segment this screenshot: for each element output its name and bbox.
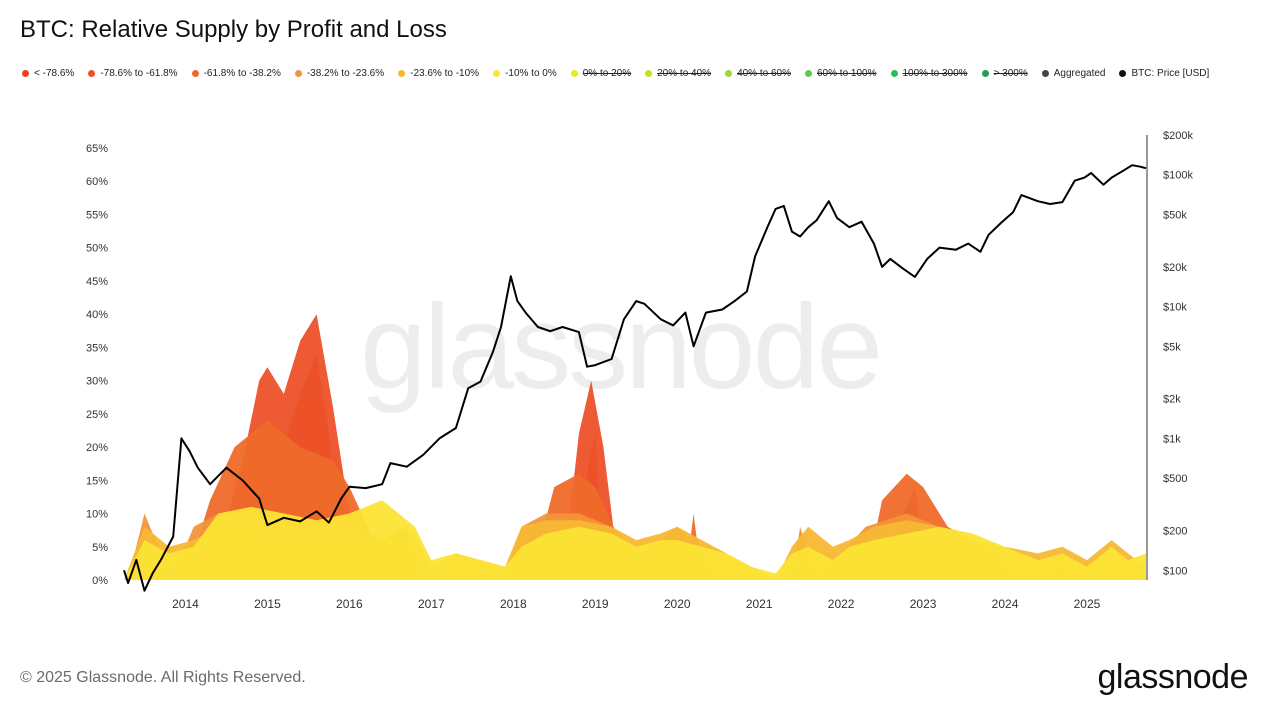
legend-dot-icon (294, 70, 302, 77)
legend-item[interactable]: 0% to 20% (570, 68, 632, 79)
legend-item[interactable]: -23.6% to -10% (398, 68, 479, 79)
brand-logo: glassnode (1097, 658, 1248, 696)
legend-label: -78.6% to -61.8% (100, 68, 178, 79)
legend-item[interactable]: 40% to 60% (725, 68, 791, 79)
legend-dot-icon (725, 70, 733, 77)
legend-label: -23.6% to -10% (410, 68, 480, 79)
legend-label: Aggregated (1053, 68, 1106, 79)
legend-dot-icon (805, 70, 812, 77)
y-left-tick-label: 15% (86, 475, 108, 487)
legend-item[interactable]: > 300% (981, 68, 1028, 79)
y-left-tick-label: 35% (86, 342, 108, 354)
y-right-tick-label: $1k (1163, 433, 1181, 445)
legend-dot-icon (645, 70, 653, 77)
x-tick-label: 2022 (828, 597, 855, 611)
legend-label: > 300% (993, 68, 1028, 79)
x-tick-label: 2023 (910, 597, 937, 611)
chart-title: BTC: Relative Supply by Profit and Loss (20, 16, 447, 43)
legend-item[interactable]: 60% to 100% (805, 68, 877, 79)
legend-dot-icon (191, 70, 199, 77)
legend-label: 60% to 100% (817, 68, 877, 79)
y-left-tick-label: 65% (86, 143, 108, 155)
y-right-tick-label: $200k (1163, 130, 1193, 142)
legend-item[interactable]: -78.6% to -61.8% (88, 68, 178, 79)
y-left-tick-label: 10% (86, 509, 108, 521)
legend-label: 100% to 300% (902, 68, 968, 79)
legend-dot-icon (88, 70, 96, 77)
legend-dot-icon (1119, 70, 1127, 77)
x-tick-label: 2020 (664, 597, 691, 611)
legend-item[interactable]: -38.2% to -23.6% (294, 68, 385, 79)
y-left-tick-label: 45% (86, 276, 108, 288)
legend-dot-icon (398, 70, 406, 77)
loss-band-area (185, 420, 997, 580)
price-line (123, 164, 1147, 592)
y-right-tick-label: $10k (1163, 302, 1187, 314)
legend-item[interactable]: Aggregated (1041, 68, 1106, 79)
chart-legend: < -78.6% -78.6% to -61.8% -61.8% to -38.2%… (22, 68, 1252, 79)
legend-label: -38.2% to -23.6% (306, 68, 385, 79)
x-tick-label: 2019 (582, 597, 609, 611)
y-right-tick-label: $20k (1163, 262, 1187, 274)
y-right-tick-label: $100k (1163, 170, 1193, 182)
legend-label: -61.8% to -38.2% (203, 68, 281, 79)
x-tick-label: 2018 (500, 597, 527, 611)
y-left-tick-label: 5% (92, 542, 108, 554)
legend-label: -10% to 0% (505, 68, 557, 79)
y-right-tick-label: $500 (1163, 473, 1187, 485)
legend-dot-icon (570, 70, 578, 77)
y-left-tick-label: 55% (86, 209, 108, 221)
y-left-tick-label: 40% (86, 309, 108, 321)
legend-item[interactable]: 20% to 40% (645, 68, 711, 79)
legend-dot-icon (890, 70, 898, 77)
x-tick-label: 2016 (336, 597, 363, 611)
y-left-tick-label: 30% (86, 376, 108, 388)
legend-item[interactable]: BTC: Price [USD] (1119, 68, 1209, 79)
legend-dot-icon (22, 70, 29, 77)
y-right-tick-label: $100 (1163, 565, 1187, 577)
y-right-tick-label: $50k (1163, 209, 1187, 221)
y-right-tick-label: $2k (1163, 394, 1181, 406)
legend-dot-icon (493, 70, 501, 77)
y-left-tick-label: 50% (86, 243, 108, 255)
legend-item[interactable]: -10% to 0% (493, 68, 557, 79)
legend-label: < -78.6% (34, 68, 75, 79)
x-tick-label: 2021 (746, 597, 773, 611)
x-tick-label: 2025 (1074, 597, 1101, 611)
y-left-tick-label: 25% (86, 409, 108, 421)
y-right-tick-label: $5k (1163, 341, 1181, 353)
x-tick-label: 2015 (254, 597, 281, 611)
legend-item[interactable]: -61.8% to -38.2% (191, 68, 281, 79)
legend-item[interactable]: < -78.6% (22, 68, 74, 79)
legend-label: 40% to 60% (737, 68, 791, 79)
y-right-tick-label: $200 (1163, 526, 1187, 538)
loss-band-area (124, 500, 1146, 580)
legend-item[interactable]: 100% to 300% (890, 68, 968, 79)
x-tick-label: 2014 (172, 597, 199, 611)
y-left-tick-label: 20% (86, 442, 108, 454)
legend-dot-icon (1041, 70, 1049, 77)
y-left-tick-label: 60% (86, 176, 108, 188)
copyright-text: © 2025 Glassnode. All Rights Reserved. (20, 669, 306, 686)
y-left-tick-label: 0% (92, 575, 108, 587)
x-tick-label: 2024 (992, 597, 1019, 611)
legend-dot-icon (981, 70, 989, 77)
legend-label: 20% to 40% (657, 68, 712, 79)
x-tick-label: 2017 (418, 597, 445, 611)
legend-label: BTC: Price [USD] (1131, 68, 1210, 79)
legend-label: 0% to 20% (582, 68, 632, 79)
